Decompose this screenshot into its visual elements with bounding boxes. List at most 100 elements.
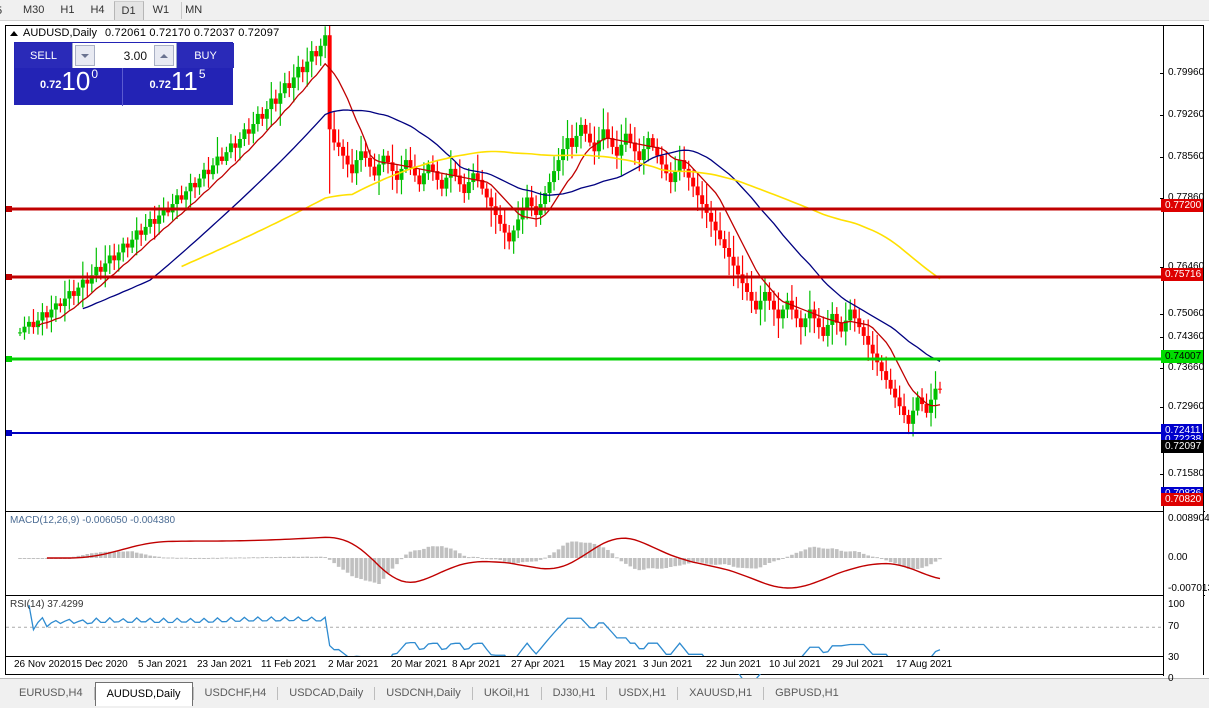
- level-anchor-handle[interactable]: [6, 206, 12, 212]
- chart-header: AUDUSD,Daily 0.72061 0.72170 0.72037 0.7…: [6, 26, 279, 40]
- macd-signal-line: [46, 536, 941, 589]
- level-anchor-handle[interactable]: [6, 430, 12, 436]
- date-tick-label: 26 Nov 2020: [14, 659, 71, 670]
- price-tick-label: 0.74360: [1168, 331, 1205, 342]
- macd-chart-svg: [18, 536, 942, 589]
- price-badge-current-price[interactable]: 0.72097: [1161, 440, 1204, 453]
- arrow-up-icon: [160, 53, 168, 58]
- price-tick-mark: [1160, 157, 1164, 158]
- toolbar-clipped-label: 5: [0, 0, 14, 21]
- price-chart-svg: [6, 26, 1164, 437]
- sell-button[interactable]: SELL: [15, 43, 72, 68]
- price-tick-label: 0.78560: [1168, 151, 1205, 162]
- trade-panel-quotes: 0.72 10 0 0.72 11 5: [15, 66, 234, 106]
- macd-pane[interactable]: [6, 512, 1164, 592]
- tab-separator: [763, 687, 765, 700]
- price-tick-label: 0.71580: [1168, 468, 1205, 479]
- sell-price-fraction: 0: [91, 67, 99, 81]
- chart-tab-usdx-h1[interactable]: USDX,H1: [618, 687, 667, 699]
- price-tick-label: 0.72960: [1168, 401, 1205, 412]
- date-tick-label: 27 Apr 2021: [511, 659, 565, 670]
- price-scale[interactable]: 0.79960 0.79260 0.78560 0.77860 0.76460 0.750…: [1160, 26, 1209, 684]
- buy-price-prefix: 0.72: [149, 79, 171, 91]
- price-badge-resistance[interactable]: 0.77200: [1161, 199, 1204, 212]
- level-anchor-handle[interactable]: [6, 356, 12, 362]
- macd-histogram: [18, 541, 942, 584]
- date-tick-label: 2 Mar 2021: [328, 659, 379, 670]
- price-tick-mark: [1160, 474, 1164, 475]
- timeframe-button-mn[interactable]: MN: [185, 4, 203, 16]
- price-badge-resistance[interactable]: 0.75716: [1161, 268, 1204, 281]
- tab-separator: [277, 687, 279, 700]
- price-tick-label: 0.75060: [1168, 308, 1205, 319]
- volume-increase-button[interactable]: [154, 45, 174, 66]
- timeframe-button-h1[interactable]: H1: [60, 4, 75, 16]
- chart-tab-dj30-h1[interactable]: DJ30,H1: [552, 687, 596, 699]
- sell-price-quote[interactable]: 0.72 10 0: [15, 66, 123, 106]
- triangle-up-icon[interactable]: [10, 30, 18, 36]
- chart-tab-gbpusd-h1[interactable]: GBPUSD,H1: [775, 687, 839, 699]
- price-tick-mark: [1160, 198, 1164, 199]
- volume-decrease-button[interactable]: [75, 45, 95, 66]
- price-tick-mark: [1160, 115, 1164, 116]
- toolbar-clipped-text: 5: [0, 5, 2, 17]
- price-tick-label: 0.79960: [1168, 67, 1205, 78]
- ma-fast-line: [37, 62, 941, 407]
- chart-tab-xauusd-h1[interactable]: XAUUSD,H1: [689, 687, 753, 699]
- rsi-scale-label: 30: [1168, 652, 1180, 663]
- price-pane[interactable]: [6, 26, 1164, 481]
- chart-tab-audusd-daily[interactable]: AUDUSD,Daily: [94, 682, 193, 706]
- macd-scale-label: -0.007013: [1168, 583, 1209, 594]
- sell-price-prefix: 0.72: [39, 79, 62, 91]
- chart-tab-usdcad-daily[interactable]: USDCAD,Daily: [289, 687, 364, 699]
- chart-ohlc-values: 0.72061 0.72170 0.72037 0.72097: [104, 27, 280, 39]
- tab-separator: [374, 687, 376, 700]
- chart-tab-bar: EURUSD,H4 AUDUSD,Daily USDCHF,H4 USDCAD,Dai…: [0, 678, 1209, 708]
- date-tick-label: 29 Jul 2021: [832, 659, 884, 670]
- timeframe-toolbar: 5 M30 H1 H4 D1 W1 MN: [0, 0, 1209, 21]
- date-tick-label: 3 Jun 2021: [643, 659, 693, 670]
- pane-separator-rsi: [6, 595, 1205, 596]
- volume-stepper[interactable]: 3.00: [72, 43, 177, 68]
- rsi-label: RSI(14) 37.4299: [10, 599, 84, 610]
- tab-separator: [93, 687, 95, 700]
- timeframe-button-d1[interactable]: D1: [113, 1, 144, 20]
- date-tick-label: 15 Dec 2020: [71, 659, 128, 670]
- price-tick-mark: [1160, 267, 1164, 268]
- chart-tab-usdchf-h4[interactable]: USDCHF,H4: [204, 687, 267, 699]
- date-tick-label: 20 Mar 2021: [391, 659, 448, 670]
- one-click-trading-panel[interactable]: SELL 3.00 BUY 0.72 10 0: [14, 42, 234, 106]
- price-tick-mark: [1160, 368, 1164, 369]
- date-tick-label: 22 Jun 2021: [706, 659, 762, 670]
- buy-button[interactable]: BUY: [177, 43, 234, 68]
- buy-price-quote[interactable]: 0.72 11 5: [123, 67, 231, 106]
- pane-separator-macd: [6, 511, 1205, 512]
- date-tick-label: 15 May 2021: [579, 659, 637, 670]
- timeframe-button-h4[interactable]: H4: [90, 4, 105, 16]
- tab-separator: [677, 687, 679, 700]
- price-tick-mark: [1160, 73, 1164, 74]
- date-tick-label: 23 Jan 2021: [197, 659, 253, 670]
- price-badge-support[interactable]: 0.74007: [1161, 350, 1204, 363]
- price-tick-label: 0.77860: [1168, 192, 1205, 203]
- chart-tab-usdcnh-daily[interactable]: USDCNH,Daily: [386, 687, 461, 699]
- sell-price-big: 10: [61, 66, 91, 96]
- toolbar-divider: [181, 2, 182, 19]
- chart-window: AUDUSD,Daily 0.72061 0.72170 0.72037 0.7…: [5, 25, 1209, 684]
- price-tick-label: 0.79260: [1168, 109, 1205, 120]
- timeframe-button-m30[interactable]: M30: [23, 4, 45, 16]
- chart-tab-eurusd-h4[interactable]: EURUSD,H4: [19, 687, 83, 699]
- volume-input[interactable]: 3.00: [123, 48, 147, 63]
- date-tick-label: 17 Aug 2021: [896, 659, 953, 670]
- timeframe-button-w1[interactable]: W1: [152, 4, 170, 16]
- rsi-scale-label: 0: [1168, 673, 1174, 684]
- rsi-scale-label: 70: [1168, 621, 1180, 632]
- date-tick-label: 11 Feb 2021: [261, 659, 317, 670]
- price-tick-mark: [1160, 407, 1164, 408]
- chart-tab-ukoil-h1[interactable]: UKOil,H1: [483, 687, 530, 699]
- ma-mid-line: [82, 109, 941, 362]
- tab-separator: [471, 687, 473, 700]
- price-tick-mark: [1160, 337, 1164, 338]
- level-anchor-handle[interactable]: [6, 274, 12, 280]
- price-badge-resistance[interactable]: 0.70820: [1161, 493, 1204, 506]
